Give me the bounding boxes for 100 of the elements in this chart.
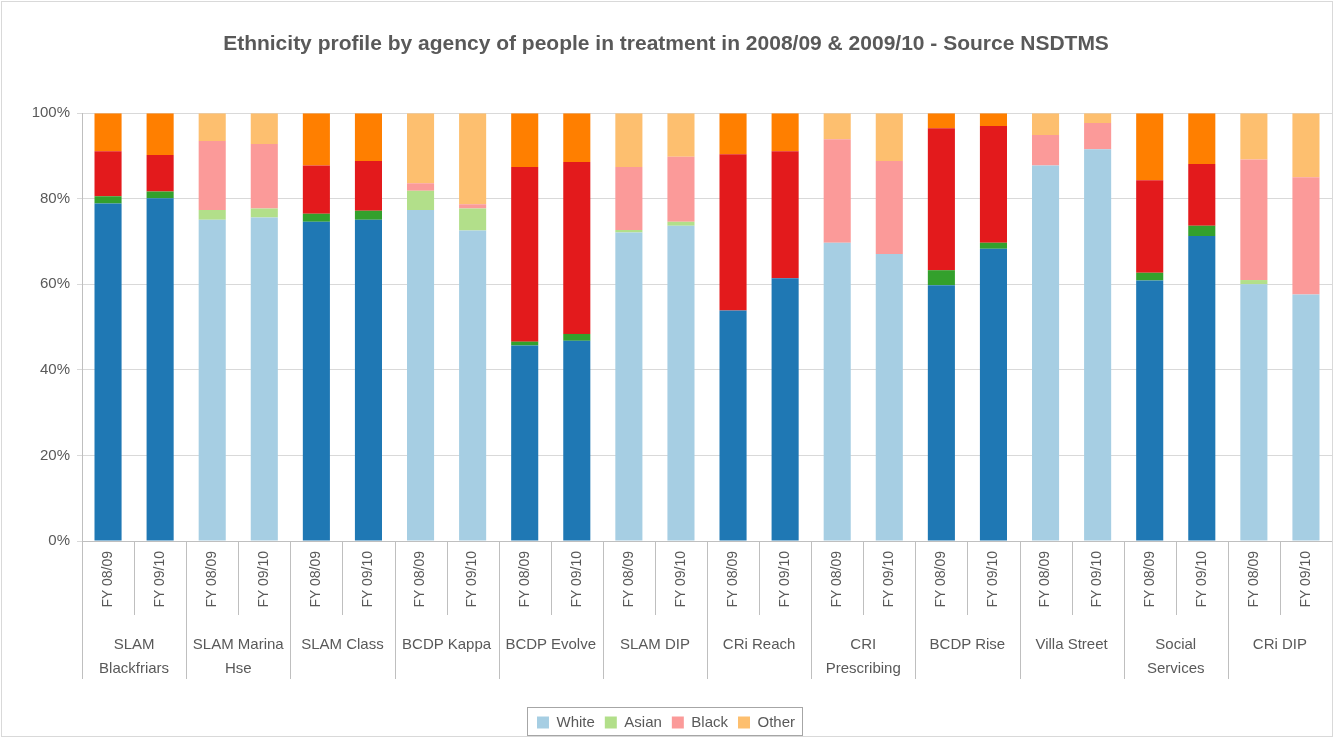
bar: [146, 191, 174, 199]
bar: [302, 113, 330, 166]
x-tick-label: FY 09/10: [567, 550, 584, 608]
bar: [198, 113, 226, 142]
bar: [615, 229, 643, 233]
bar: [250, 113, 278, 144]
bar: [407, 190, 435, 210]
text: SLAM DIP: [619, 635, 690, 653]
bar: [1136, 180, 1164, 273]
bar: [823, 139, 851, 243]
bar: [719, 154, 747, 311]
bar: [979, 248, 1007, 541]
bar: [407, 183, 435, 191]
x-tick-label: FY 08/09: [1140, 550, 1157, 608]
bar: [1240, 113, 1268, 160]
bar: [563, 333, 591, 341]
bar: [563, 161, 591, 334]
bar: [1136, 113, 1164, 181]
text: Social Services: [1146, 635, 1205, 677]
bar: [927, 113, 955, 129]
bar: [354, 113, 382, 162]
bar: [771, 151, 799, 279]
x-tick-label: FY 09/10: [775, 550, 792, 608]
bar: [875, 253, 903, 541]
x-tick-label: FY 08/09: [1244, 550, 1261, 608]
bar: [719, 113, 747, 155]
bar: [94, 151, 122, 197]
bar: [823, 242, 851, 541]
bar: [198, 209, 226, 220]
bar: [302, 165, 330, 214]
bar: [1292, 113, 1320, 178]
text: CRi Reach: [722, 635, 796, 653]
legend-label: Other: [757, 712, 796, 730]
y-tick-label: 0%: [48, 531, 70, 549]
x-tick-label: FY 08/09: [411, 550, 428, 608]
bar: [927, 285, 955, 541]
bar: [94, 113, 122, 152]
bar: [875, 113, 903, 162]
bar: [979, 113, 1007, 127]
bar: [250, 208, 278, 218]
bar: [1136, 272, 1164, 281]
text: SLAM Class: [301, 635, 384, 653]
bar: [1292, 177, 1320, 295]
text: CRI Prescribing: [825, 635, 901, 677]
bar: [667, 113, 695, 157]
bar: [1032, 165, 1060, 541]
x-tick-label: FY 08/09: [932, 550, 949, 608]
bar: [979, 242, 1007, 249]
y-tick-label: 20%: [39, 445, 70, 463]
bar: [459, 204, 487, 209]
bar: [1032, 135, 1060, 166]
bar: [771, 278, 799, 541]
x-tick-label: FY 08/09: [203, 550, 220, 608]
y-tick-label: 60%: [39, 274, 70, 292]
x-tick-label: FY 09/10: [880, 550, 897, 608]
bar: [94, 196, 122, 204]
bar: [459, 113, 487, 205]
bar: [979, 126, 1007, 243]
bar: [302, 213, 330, 222]
bar: [146, 198, 174, 541]
bar: [407, 209, 435, 541]
bar: [1084, 149, 1112, 541]
y-tick-label: 80%: [39, 188, 70, 206]
bar: [1084, 123, 1112, 150]
bar: [146, 113, 174, 156]
bar: [927, 128, 955, 271]
bar: [250, 144, 278, 209]
bar: [719, 310, 747, 541]
bar: [1136, 280, 1164, 541]
bar: [146, 155, 174, 192]
bar: [1292, 294, 1320, 541]
bar: [198, 141, 226, 210]
text: SLAM Blackfriars: [99, 635, 170, 677]
bar: [615, 113, 643, 168]
bar: [1240, 284, 1268, 541]
bar: [511, 345, 539, 541]
x-tick-label: FY 08/09: [723, 550, 740, 608]
bar: [302, 221, 330, 541]
bar: [198, 219, 226, 541]
x-tick-label: FY 08/09: [98, 550, 115, 608]
x-tick-label: FY 08/09: [1036, 550, 1053, 608]
bar: [511, 113, 539, 168]
x-tick-label: FY 09/10: [671, 550, 688, 608]
x-tick-label: FY 08/09: [515, 550, 532, 608]
x-tick-label: FY 09/10: [1088, 550, 1105, 608]
bar: [1188, 225, 1216, 236]
y-tick-label: 100%: [31, 103, 70, 121]
bar: [1240, 280, 1268, 285]
bar: [1032, 113, 1060, 136]
bar: [407, 113, 435, 184]
bar: [1188, 113, 1216, 165]
text: BCDP Rise: [929, 635, 1006, 653]
x-tick-label: FY 09/10: [255, 550, 272, 608]
chart-title: Ethnicity profile by agency of people in treatment in 2008/09 & 2009/10 - Source NSDTMS: [223, 31, 1109, 55]
text: CRi DIP: [1252, 635, 1307, 653]
x-tick-label: FY 09/10: [150, 550, 167, 608]
bar: [667, 221, 695, 226]
bar: [823, 113, 851, 140]
bar: [354, 210, 382, 220]
bar: [927, 270, 955, 286]
